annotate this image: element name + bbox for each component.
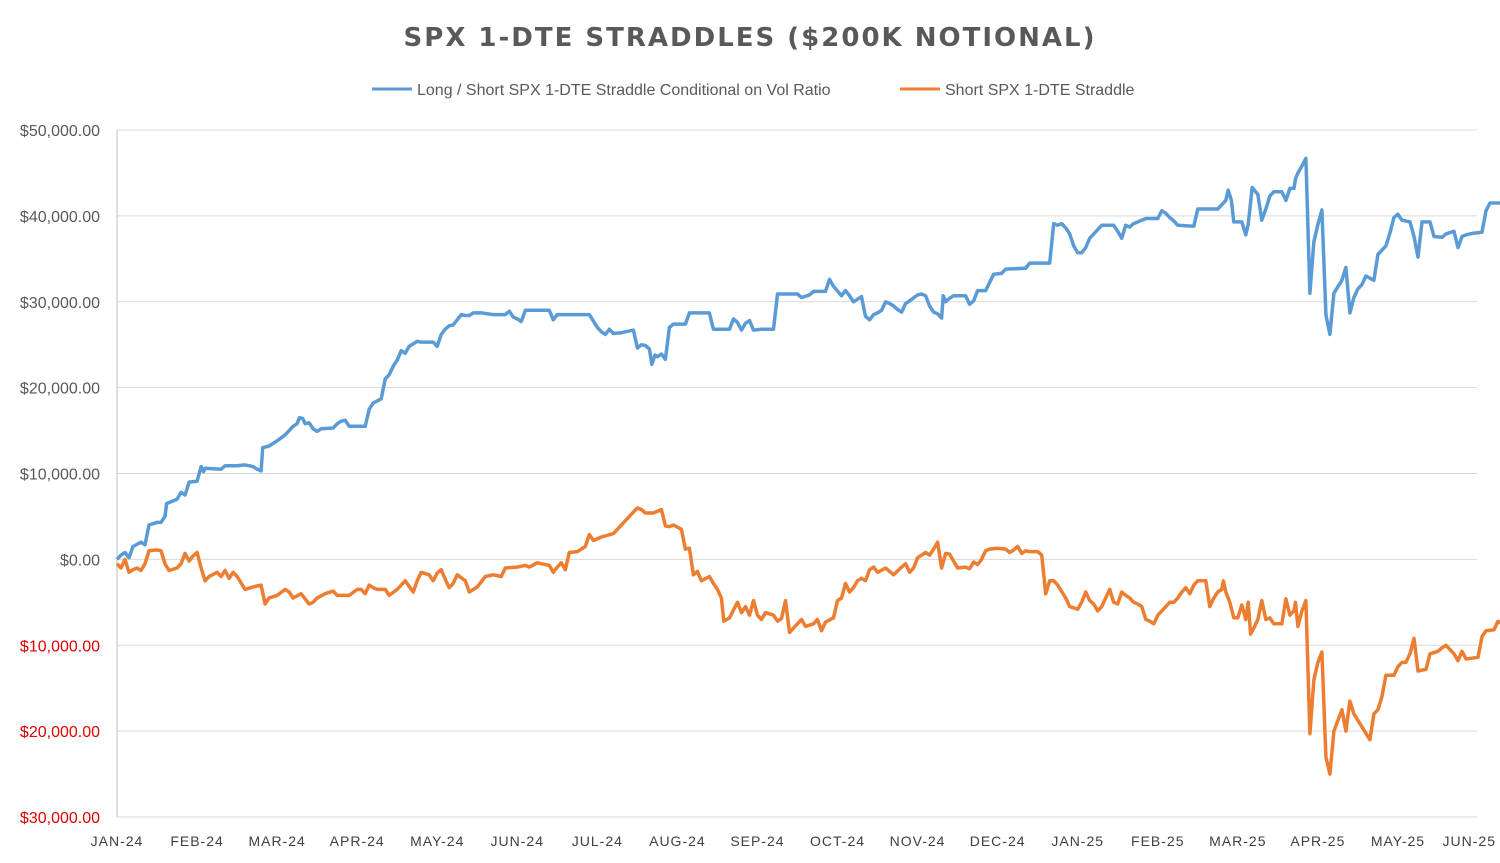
x-tick-label: MAY-24 — [410, 833, 464, 849]
y-tick-label: $40,000.00 — [20, 209, 100, 226]
y-tick-label: $30,000.00 — [20, 295, 100, 312]
x-tick-label: FEB-24 — [170, 833, 223, 849]
y-tick-label: $20,000.00 — [20, 381, 100, 398]
x-tick-label: JAN-25 — [1051, 833, 1104, 849]
legend: Long / Short SPX 1-DTE Straddle Conditio… — [372, 82, 1135, 99]
y-tick-label: $10,000.00 — [20, 467, 100, 484]
y-axis-ticks: $50,000.00 $40,000.00 $30,000.00 $20,000.00… — [20, 123, 100, 827]
chart-title: SPX 1-DTE STRADDLES ($200K NOTIONAL) — [404, 23, 1097, 53]
x-tick-label: OCT-24 — [810, 833, 865, 849]
x-tick-label: SEP-24 — [730, 833, 784, 849]
x-axis-ticks: JAN-24 FEB-24 MAR-24 APR-24 MAY-24 JUN-24 JUL-… — [91, 833, 1496, 849]
x-tick-label: MAR-25 — [1209, 833, 1266, 849]
x-tick-label: JUN-24 — [491, 833, 544, 849]
x-tick-label: FEB-25 — [1131, 833, 1184, 849]
legend-label-long-short: Long / Short SPX 1-DTE Straddle Conditio… — [417, 82, 831, 99]
y-tick-label: $50,000.00 — [20, 123, 100, 140]
y-tick-label: $30,000.00 — [20, 810, 100, 827]
x-tick-label: JUN-25 — [1443, 833, 1496, 849]
gridlines — [117, 129, 1477, 818]
x-tick-label: AUG-24 — [649, 833, 706, 849]
series-line-short — [115, 506, 1500, 776]
x-tick-label: JUL-24 — [572, 833, 623, 849]
x-tick-label: MAY-25 — [1371, 833, 1425, 849]
x-tick-label: DEC-24 — [970, 833, 1026, 849]
x-tick-label: MAR-24 — [248, 833, 305, 849]
series-lines — [115, 156, 1500, 776]
series-line-long-short — [115, 156, 1500, 561]
legend-label-short: Short SPX 1-DTE Straddle — [945, 82, 1135, 99]
x-tick-label: JAN-24 — [91, 833, 144, 849]
y-tick-label: $0.00 — [60, 552, 100, 569]
x-tick-label: APR-25 — [1290, 833, 1345, 849]
x-tick-label: NOV-24 — [890, 833, 946, 849]
x-tick-label: APR-24 — [330, 833, 385, 849]
y-tick-label: $10,000.00 — [20, 638, 100, 655]
y-tick-label: $20,000.00 — [20, 724, 100, 741]
